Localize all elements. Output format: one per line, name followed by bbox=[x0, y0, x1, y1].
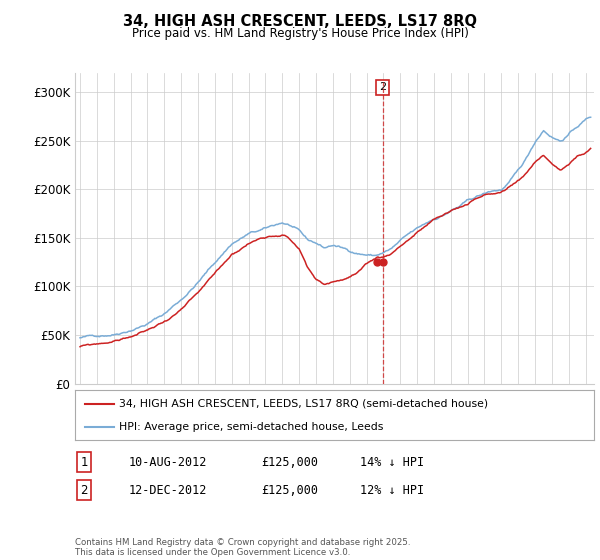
Text: Price paid vs. HM Land Registry's House Price Index (HPI): Price paid vs. HM Land Registry's House … bbox=[131, 27, 469, 40]
Text: £125,000: £125,000 bbox=[261, 455, 318, 469]
Text: 2: 2 bbox=[379, 82, 386, 92]
Text: 2: 2 bbox=[80, 483, 88, 497]
Text: 34, HIGH ASH CRESCENT, LEEDS, LS17 8RQ: 34, HIGH ASH CRESCENT, LEEDS, LS17 8RQ bbox=[123, 14, 477, 29]
Text: £125,000: £125,000 bbox=[261, 483, 318, 497]
Text: 34, HIGH ASH CRESCENT, LEEDS, LS17 8RQ (semi-detached house): 34, HIGH ASH CRESCENT, LEEDS, LS17 8RQ (… bbox=[119, 399, 488, 409]
Text: 12-DEC-2012: 12-DEC-2012 bbox=[129, 483, 208, 497]
Text: 14% ↓ HPI: 14% ↓ HPI bbox=[360, 455, 424, 469]
Text: Contains HM Land Registry data © Crown copyright and database right 2025.
This d: Contains HM Land Registry data © Crown c… bbox=[75, 538, 410, 557]
Text: 12% ↓ HPI: 12% ↓ HPI bbox=[360, 483, 424, 497]
Text: 1: 1 bbox=[80, 455, 88, 469]
Text: 10-AUG-2012: 10-AUG-2012 bbox=[129, 455, 208, 469]
Text: HPI: Average price, semi-detached house, Leeds: HPI: Average price, semi-detached house,… bbox=[119, 422, 383, 432]
